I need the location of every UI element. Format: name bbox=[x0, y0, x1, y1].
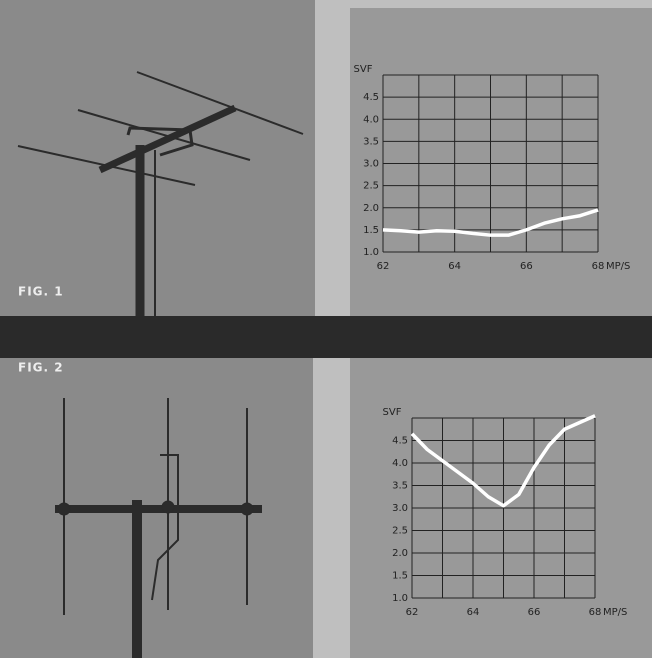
y-tick-label: 1.5 bbox=[392, 571, 408, 582]
figure-label: FIG. 2 bbox=[18, 361, 64, 375]
x-tick-label: 64 bbox=[467, 607, 480, 618]
x-tick-label: 68 bbox=[592, 261, 605, 272]
x-axis-label: MP/S bbox=[603, 607, 627, 618]
y-axis-label: SVF bbox=[354, 64, 373, 75]
y-tick-label: 2.5 bbox=[363, 181, 379, 192]
y-tick-label: 4.5 bbox=[363, 92, 379, 103]
x-tick-label: 62 bbox=[406, 607, 419, 618]
y-tick-label: 1.0 bbox=[392, 593, 408, 604]
x-tick-label: 66 bbox=[520, 261, 533, 272]
figure-page: FIG. 1 SVF MP/S 1.0 1.5 2.0 2.5 3.0 3.5 4.0 4.5 62 6… bbox=[0, 0, 652, 658]
y-tick-label: 3.5 bbox=[363, 136, 379, 147]
x-tick-label: 64 bbox=[448, 261, 461, 272]
y-tick-label: 1.5 bbox=[363, 225, 379, 236]
x-axis-label: MP/S bbox=[606, 261, 630, 272]
y-tick-label: 4.0 bbox=[392, 458, 408, 469]
x-tick-label: 66 bbox=[528, 607, 541, 618]
y-tick-label: 4.0 bbox=[363, 114, 379, 125]
y-tick-label: 2.5 bbox=[392, 526, 408, 537]
y-tick-label: 4.5 bbox=[392, 436, 408, 447]
y-tick-label: 3.0 bbox=[363, 159, 379, 170]
x-tick-label: 68 bbox=[589, 607, 602, 618]
y-tick-label: 2.0 bbox=[363, 203, 379, 214]
figure-label: FIG. 1 bbox=[18, 285, 64, 299]
x-tick-label: 62 bbox=[377, 261, 390, 272]
y-axis-label: SVF bbox=[383, 407, 402, 418]
y-tick-label: 3.5 bbox=[392, 481, 408, 492]
photo-panel bbox=[0, 0, 315, 316]
y-tick-label: 2.0 bbox=[392, 548, 408, 559]
page: FIG. 1 SVF MP/S 1.0 1.5 2.0 2.5 3.0 3.5 4.0 4.5 62 6… bbox=[0, 0, 652, 658]
y-tick-label: 1.0 bbox=[363, 247, 379, 258]
y-tick-label: 3.0 bbox=[392, 503, 408, 514]
black-band bbox=[0, 316, 652, 358]
